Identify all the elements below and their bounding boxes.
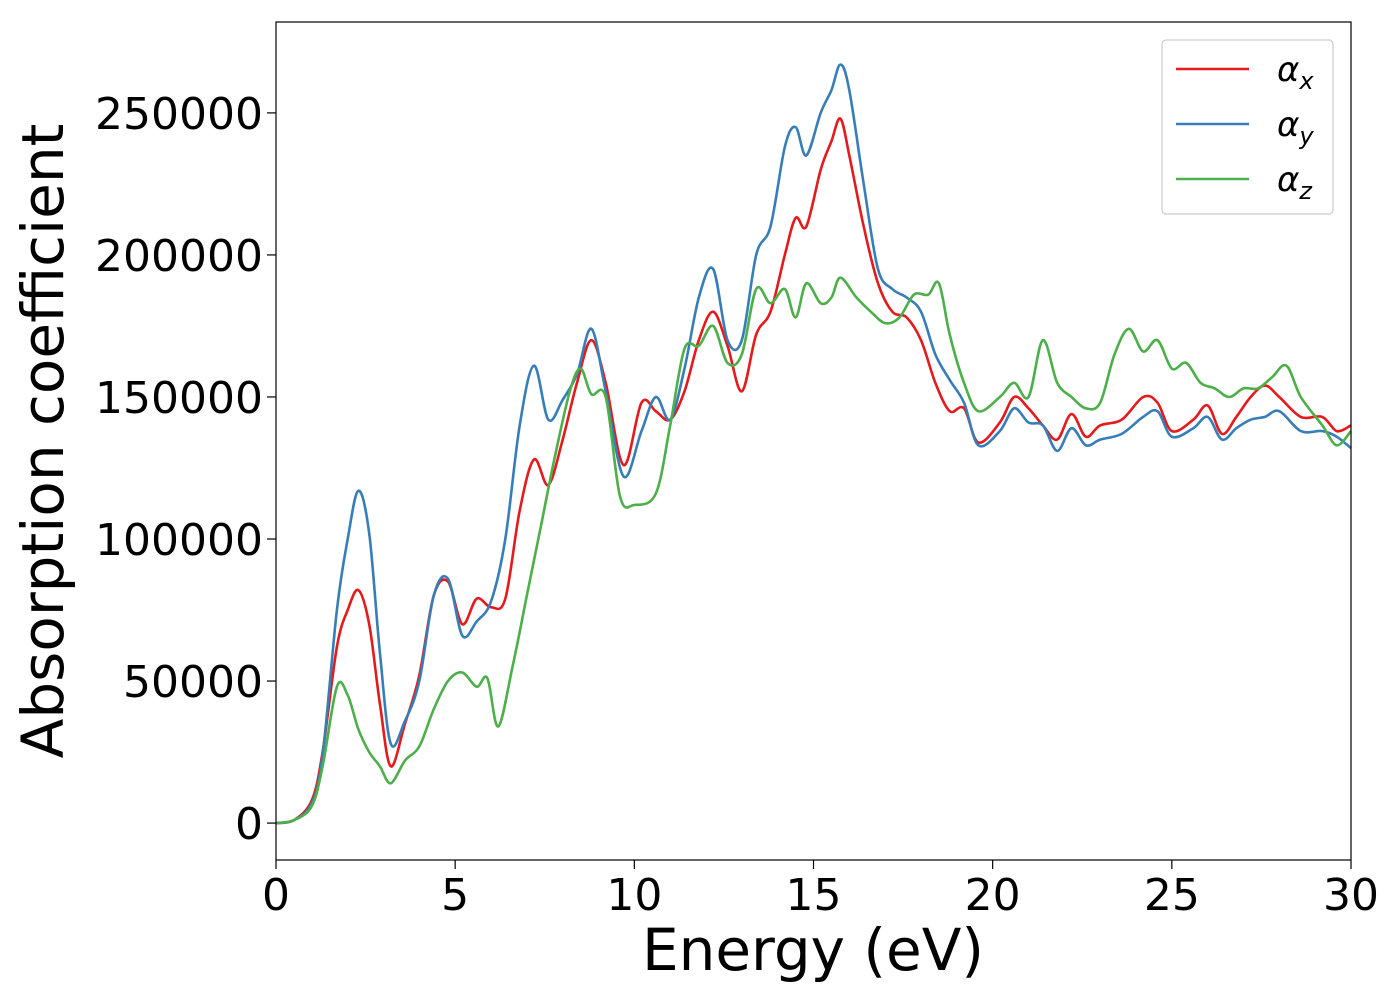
series-layer bbox=[275, 63, 1352, 825]
y-tick-label: 100000 bbox=[95, 515, 263, 566]
y-axis-ticks: 0 50000 100000 150000 200000 250000 bbox=[95, 89, 276, 850]
plot-frame bbox=[275, 21, 1352, 861]
x-tick-label: 30 bbox=[1323, 870, 1379, 921]
x-axis-ticks: 0 5 10 15 20 25 30 bbox=[262, 860, 1379, 921]
series-line-x bbox=[275, 117, 1352, 825]
y-axis-label: Absorption coefficient bbox=[9, 124, 77, 759]
legend-label-y: αy bbox=[1277, 105, 1314, 150]
series-line-z bbox=[275, 276, 1352, 825]
y-tick-label: 50000 bbox=[123, 657, 263, 708]
y-tick-label: 250000 bbox=[95, 89, 263, 140]
legend-box bbox=[1161, 39, 1334, 215]
y-tick-label: 150000 bbox=[95, 373, 263, 424]
x-axis-label: Energy (eV) bbox=[642, 916, 984, 984]
x-tick-label: 10 bbox=[606, 870, 662, 921]
y-tick-label: 200000 bbox=[95, 231, 263, 282]
legend-label-x: αx bbox=[1277, 50, 1314, 95]
x-tick-label: 0 bbox=[262, 870, 290, 921]
x-tick-label: 20 bbox=[965, 870, 1021, 921]
x-tick-label: 25 bbox=[1144, 870, 1200, 921]
series-line-y bbox=[275, 63, 1352, 825]
legend: αx αy αz bbox=[1161, 39, 1334, 215]
y-tick-label: 0 bbox=[235, 799, 263, 850]
x-tick-label: 5 bbox=[441, 870, 469, 921]
legend-label-z: αz bbox=[1277, 160, 1313, 205]
x-tick-label: 15 bbox=[786, 870, 842, 921]
